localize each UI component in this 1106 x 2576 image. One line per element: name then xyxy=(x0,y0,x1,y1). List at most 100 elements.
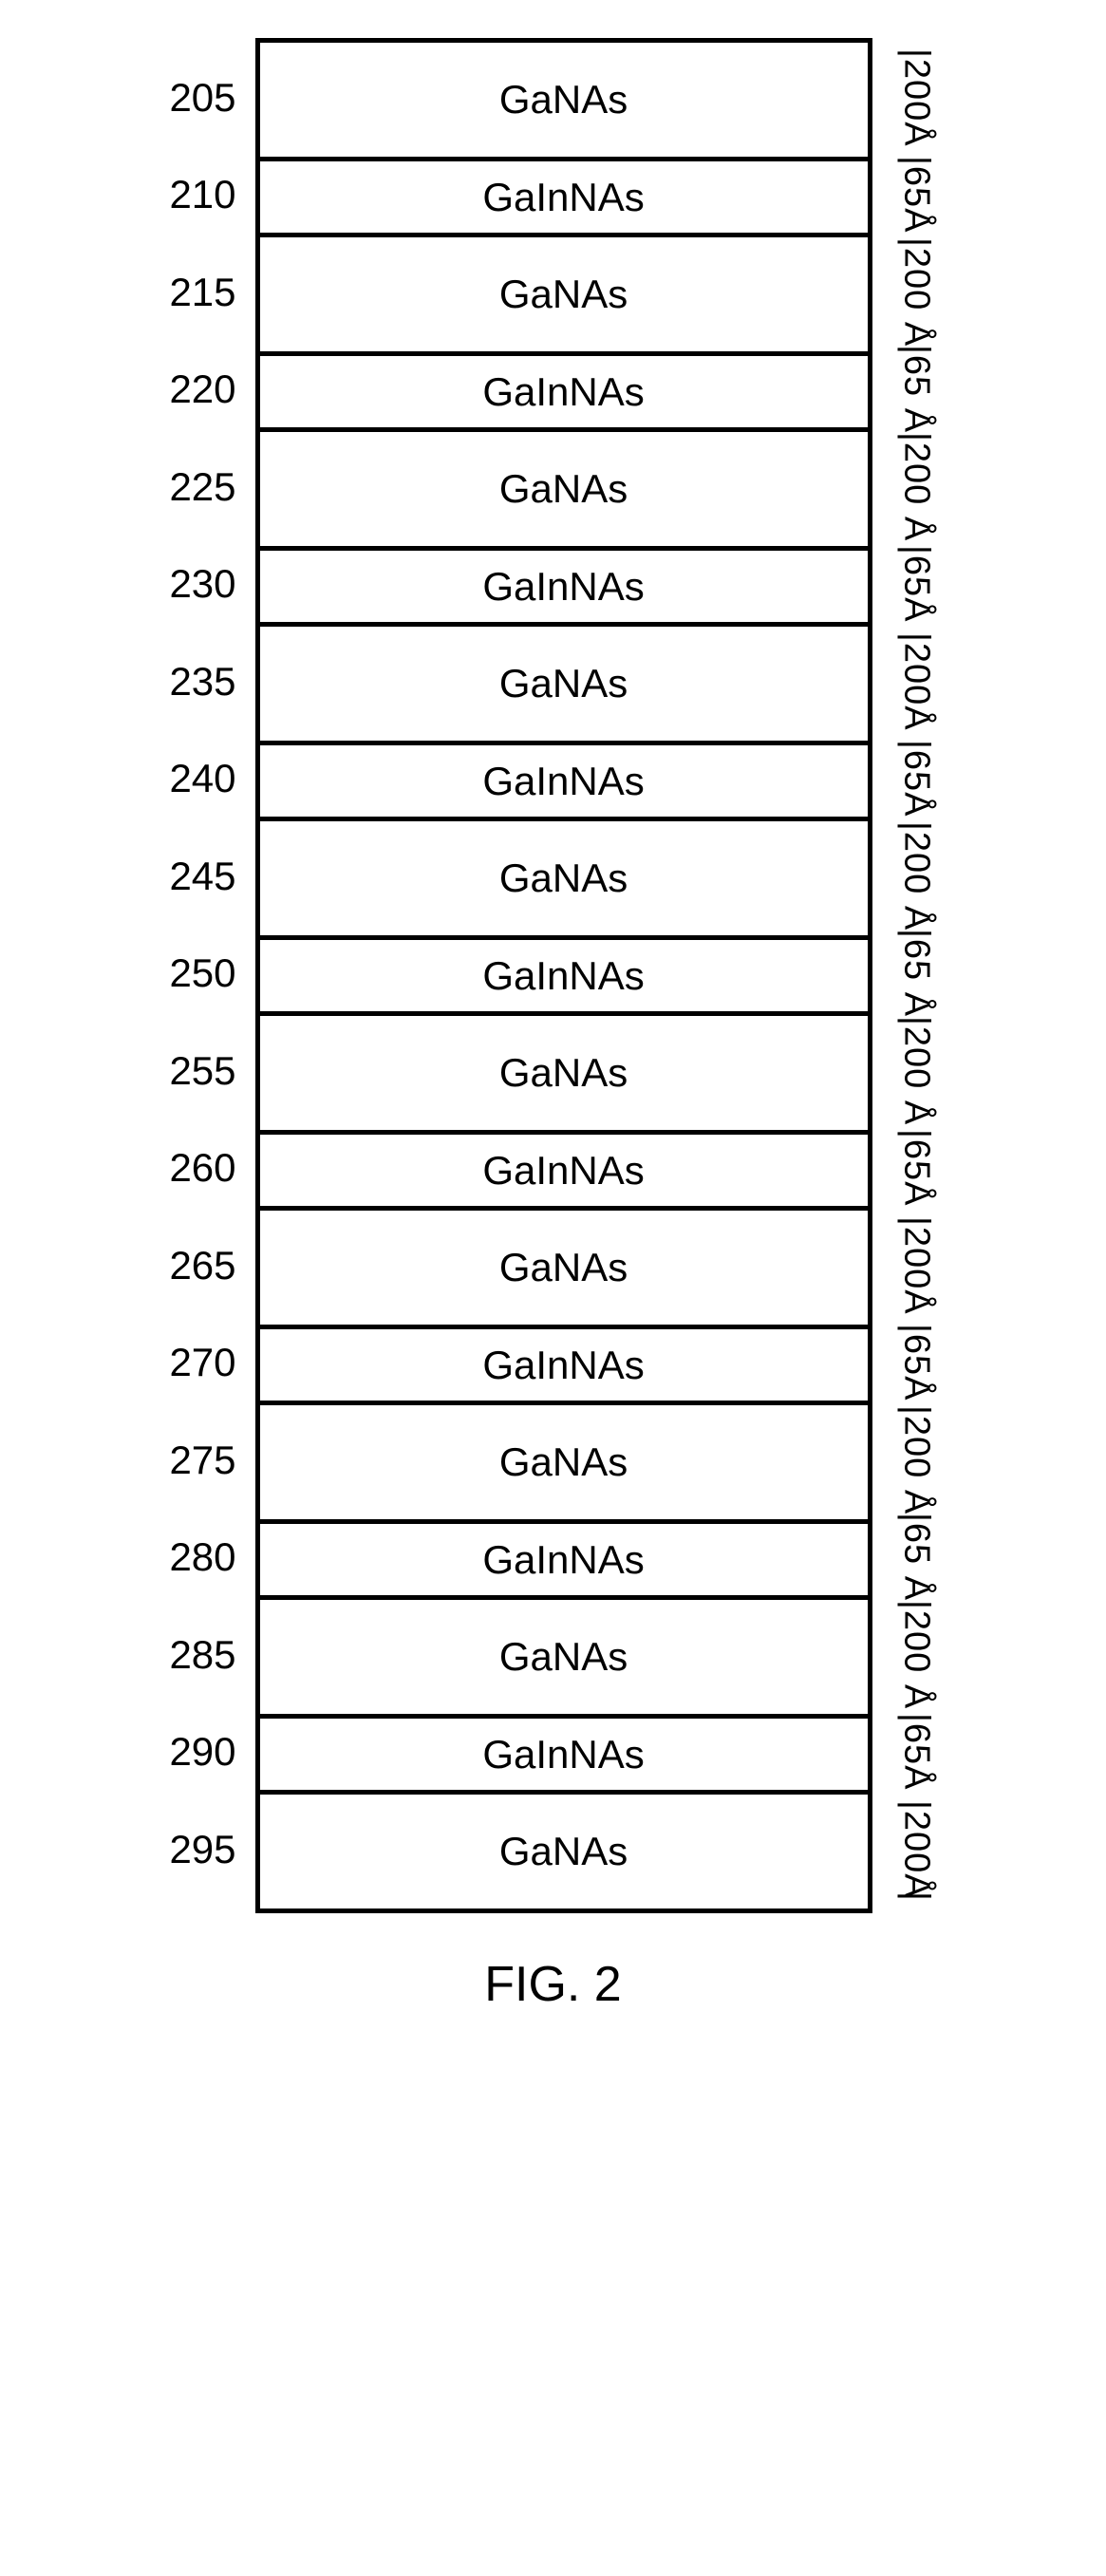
thickness-segment: |65Å xyxy=(896,1714,937,1790)
layer-material-label: GaNAs xyxy=(499,856,628,901)
thickness-segment: |200 Å xyxy=(896,1401,937,1519)
thickness-label: |65Å xyxy=(896,1324,937,1401)
thickness-label: |65 Å xyxy=(896,929,937,1017)
thickness-label: |200 Å xyxy=(896,237,937,347)
thickness-label: |200 Å xyxy=(896,1600,937,1709)
thickness-label: |65Å xyxy=(896,1129,937,1206)
thickness-segment: |65Å xyxy=(896,546,937,622)
layer-ref-label: 225 xyxy=(169,427,235,546)
thickness-segment: |200 Å xyxy=(896,427,937,546)
layer-material-label: GaNAs xyxy=(499,272,628,317)
layer-material-label: GaInNAs xyxy=(482,953,644,999)
layer-barrier: GaNAs xyxy=(260,1016,868,1135)
thickness-label: |200Å xyxy=(896,48,937,147)
layer-ref-label: 270 xyxy=(169,1325,235,1401)
layer-well: GaInNAs xyxy=(260,356,868,432)
layer-barrier: GaNAs xyxy=(260,432,868,551)
layer-well: GaInNAs xyxy=(260,940,868,1016)
layer-well: GaInNAs xyxy=(260,1329,868,1405)
layer-barrier: GaNAs xyxy=(260,1795,868,1913)
thickness-label: |200Å xyxy=(896,1800,937,1899)
thickness-label: |200 Å xyxy=(896,432,937,541)
layer-well: GaInNAs xyxy=(260,1719,868,1795)
layer-material-label: GaNAs xyxy=(499,1829,628,1874)
thickness-label: |65 Å xyxy=(896,1513,937,1601)
thickness-segment: |200 Å xyxy=(896,233,937,351)
right-thickness-labels: |200Å|65Å|200 Å|65 Å|200 Å|65Å|200Å|65Å|… xyxy=(872,38,937,1913)
thickness-label: |65Å xyxy=(896,156,937,233)
thickness-segment: |65Å xyxy=(896,157,937,233)
layer-ref-label: 245 xyxy=(169,817,235,935)
left-reference-labels: 2052102152202252302352402452502552602652… xyxy=(169,38,254,1913)
layer-ref-label: 230 xyxy=(169,546,235,622)
thickness-label: |65 Å xyxy=(896,345,937,433)
figure-container: 2052102152202252302352402452502552602652… xyxy=(169,38,936,1913)
layer-stack: GaNAs GaInNAs GaNAs GaInNAs GaNAs GaInNAs GaNA… xyxy=(255,38,872,1913)
layer-barrier: GaNAs xyxy=(260,1211,868,1329)
layer-well: GaInNAs xyxy=(260,1524,868,1600)
thickness-end-bar-mark: | xyxy=(896,1891,937,1902)
thickness-segment: |65 Å xyxy=(896,935,937,1011)
layer-ref-label: 255 xyxy=(169,1011,235,1130)
thickness-segment: |200 Å xyxy=(896,817,937,935)
layer-material-label: GaNAs xyxy=(499,466,628,512)
thickness-segment: |65 Å xyxy=(896,351,937,427)
layer-material-label: GaInNAs xyxy=(482,1732,644,1777)
thickness-segment: |200Å xyxy=(896,622,937,741)
layer-material-label: GaInNAs xyxy=(482,1343,644,1388)
layer-material-label: GaInNAs xyxy=(482,1537,644,1583)
thickness-segment: |200 Å xyxy=(896,1011,937,1130)
layer-ref-label: 250 xyxy=(169,935,235,1011)
layer-barrier: GaNAs xyxy=(260,821,868,940)
thickness-segment: |200 Å xyxy=(896,1595,937,1714)
layer-well: GaInNAs xyxy=(260,1135,868,1211)
thickness-label: |200Å xyxy=(896,1216,937,1315)
layer-material-label: GaInNAs xyxy=(482,759,644,804)
layer-material-label: GaNAs xyxy=(499,1245,628,1290)
layer-material-label: GaNAs xyxy=(499,1050,628,1096)
layer-ref-label: 290 xyxy=(169,1714,235,1790)
layer-ref-label: 215 xyxy=(169,233,235,351)
layer-material-label: GaNAs xyxy=(499,77,628,122)
layer-material-label: GaInNAs xyxy=(482,564,644,610)
thickness-segment: |65Å xyxy=(896,741,937,817)
thickness-segment: |65 Å xyxy=(896,1519,937,1595)
thickness-segment: |65Å xyxy=(896,1325,937,1401)
layer-ref-label: 205 xyxy=(169,38,235,157)
layer-ref-label: 260 xyxy=(169,1130,235,1206)
layer-barrier: GaNAs xyxy=(260,1600,868,1719)
layer-well: GaInNAs xyxy=(260,161,868,237)
layer-material-label: GaNAs xyxy=(499,1439,628,1485)
layer-well: GaInNAs xyxy=(260,551,868,627)
thickness-label: |65Å xyxy=(896,1713,937,1790)
thickness-segment: |200Å xyxy=(896,38,937,157)
layer-barrier: GaNAs xyxy=(260,627,868,745)
layer-ref-label: 285 xyxy=(169,1595,235,1714)
layer-ref-label: 295 xyxy=(169,1790,235,1908)
layer-barrier: GaNAs xyxy=(260,43,868,161)
thickness-segment: |65Å xyxy=(896,1130,937,1206)
layer-material-label: GaInNAs xyxy=(482,1148,644,1194)
thickness-label: |200 Å xyxy=(896,1016,937,1125)
layer-material-label: GaInNAs xyxy=(482,369,644,415)
layer-ref-label: 275 xyxy=(169,1401,235,1519)
layer-barrier: GaNAs xyxy=(260,1405,868,1524)
layer-ref-label: 280 xyxy=(169,1519,235,1595)
layer-material-label: GaNAs xyxy=(499,661,628,706)
layer-ref-label: 235 xyxy=(169,622,235,741)
thickness-label: |200 Å xyxy=(896,821,937,931)
layer-material-label: GaInNAs xyxy=(482,175,644,220)
layer-ref-label: 220 xyxy=(169,351,235,427)
layer-barrier: GaNAs xyxy=(260,237,868,356)
figure-caption: FIG. 2 xyxy=(484,1956,621,2013)
thickness-label: |200 Å xyxy=(896,1405,937,1514)
layer-ref-label: 265 xyxy=(169,1206,235,1325)
thickness-label: |65Å xyxy=(896,545,937,622)
thickness-segment: |200Å xyxy=(896,1206,937,1325)
layer-well: GaInNAs xyxy=(260,745,868,821)
thickness-label: |65Å xyxy=(896,740,937,817)
layer-ref-label: 210 xyxy=(169,157,235,233)
layer-material-label: GaNAs xyxy=(499,1634,628,1680)
layer-ref-label: 240 xyxy=(169,741,235,817)
thickness-label: |200Å xyxy=(896,632,937,731)
